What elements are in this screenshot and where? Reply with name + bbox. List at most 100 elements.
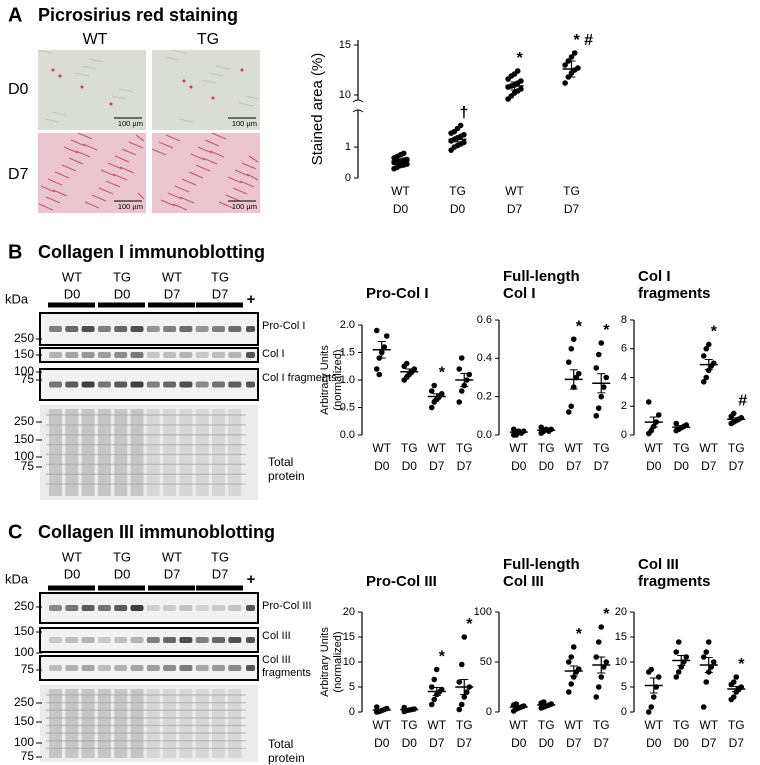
data-point — [655, 674, 662, 680]
blot-band — [195, 665, 209, 671]
gel-lane — [146, 409, 160, 496]
data-point — [562, 80, 568, 86]
data-point — [705, 367, 712, 374]
data-point — [595, 639, 602, 645]
x-tick-label: TG — [673, 441, 690, 455]
data-point — [593, 654, 600, 660]
x-tick-label: WT — [564, 441, 583, 455]
tissue-fiber — [165, 134, 181, 142]
data-point — [575, 370, 582, 377]
data-point — [568, 654, 575, 660]
tissue-fiber — [238, 102, 254, 107]
data-point — [593, 694, 600, 700]
data-point — [710, 659, 717, 665]
data-point — [540, 699, 547, 705]
tissue-fiber — [114, 155, 130, 163]
data-point — [373, 704, 380, 710]
blot-label: Col III — [262, 630, 291, 642]
x-tick-label: D0 — [674, 459, 690, 473]
data-point — [428, 388, 435, 394]
blot-band — [212, 605, 225, 611]
significance-mark: * # — [574, 32, 594, 49]
kda-label: kDa — [5, 291, 29, 306]
data-point — [510, 426, 517, 433]
data-point — [562, 62, 568, 68]
marker-label: 150 — [14, 432, 34, 446]
tissue-fiber — [47, 178, 63, 186]
blot-band — [81, 381, 95, 388]
blot-band — [212, 326, 225, 332]
data-point — [700, 379, 707, 385]
tissue-fiber — [195, 164, 211, 172]
x-tick-label: TG — [538, 718, 555, 732]
gel-lane — [65, 409, 79, 496]
data-point — [598, 674, 605, 680]
x-tick-label: D7 — [457, 736, 473, 750]
tissue-fiber — [100, 169, 116, 177]
blot-band — [246, 352, 255, 358]
blot-band — [97, 381, 111, 388]
stained-cell — [240, 68, 244, 72]
scale-bar-label: 100 µm — [232, 202, 257, 211]
data-point — [458, 701, 465, 708]
blot-band — [179, 665, 193, 671]
significance-mark: # — [738, 393, 747, 410]
data-point — [381, 344, 388, 350]
tissue-fiber — [88, 58, 104, 63]
blot-band — [195, 381, 209, 388]
data-point — [461, 694, 468, 700]
x-tick-label: D7 — [594, 459, 610, 473]
marker-label: 75 — [21, 662, 35, 676]
blot-band — [114, 352, 128, 358]
x-tick-label: WT — [391, 184, 410, 198]
blot-band — [179, 326, 193, 332]
data-point — [403, 360, 410, 367]
tissue-fiber — [158, 141, 174, 149]
y-tick-label: 2.0 — [340, 319, 355, 331]
lane-label: D7 — [212, 286, 229, 301]
tissue-fiber — [179, 196, 195, 204]
data-point — [571, 50, 578, 56]
blot-band — [81, 326, 95, 332]
x-tick-label: D0 — [539, 459, 555, 473]
data-point — [513, 701, 520, 707]
data-point — [648, 704, 655, 710]
x-tick-label: TG — [456, 441, 473, 455]
x-tick-label: D0 — [374, 459, 390, 473]
y-tick-label: 1.5 — [340, 346, 355, 358]
data-point — [645, 399, 652, 405]
lane-label: D7 — [164, 286, 181, 301]
data-point — [466, 371, 473, 378]
tissue-fiber — [40, 185, 56, 193]
lane-label: D0 — [64, 286, 81, 301]
tissue-fiber — [135, 134, 145, 142]
y-tick-label: 0.5 — [340, 401, 355, 413]
data-point — [645, 709, 652, 715]
lane-label: WT — [162, 549, 182, 564]
blot-band — [81, 665, 95, 671]
tissue-fiber — [98, 187, 114, 195]
tissue-fiber — [160, 199, 176, 207]
blot-band — [146, 352, 160, 358]
data-point — [568, 681, 575, 687]
tissue-fiber — [188, 171, 204, 179]
y-tick-label: 10 — [343, 656, 355, 668]
blot-band — [146, 326, 160, 332]
significance-mark: † — [460, 105, 469, 122]
data-point — [730, 679, 737, 685]
marker-label: 75 — [21, 372, 35, 386]
row-label: D7 — [8, 166, 29, 183]
tissue-fiber — [215, 65, 231, 70]
x-tick-label: TG — [563, 184, 580, 198]
blot-band — [163, 637, 177, 643]
tissue-fiber — [82, 143, 98, 151]
blot-band — [146, 665, 160, 671]
blot-frame — [39, 655, 259, 681]
blot-band — [179, 605, 193, 611]
significance-mark: * — [603, 322, 610, 339]
lane-label: TG — [113, 549, 131, 564]
data-point — [705, 639, 712, 645]
tissue-fiber — [246, 173, 259, 181]
tissue-fiber — [137, 192, 145, 200]
